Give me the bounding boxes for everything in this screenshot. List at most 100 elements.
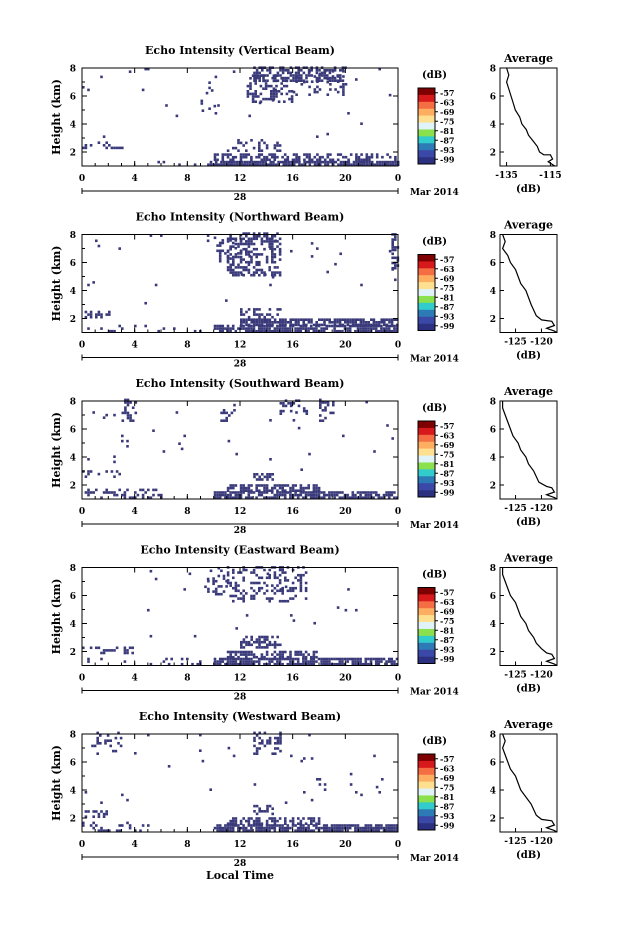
echo-cell (251, 74, 255, 77)
echo-cell (311, 160, 314, 164)
echo-cell (268, 568, 271, 572)
echo-cell (357, 323, 360, 327)
echo-cell (302, 321, 305, 324)
echo-cell (299, 653, 303, 656)
colorbar-segment (418, 767, 435, 776)
echo-cell (212, 579, 215, 583)
echo-cell (175, 411, 179, 414)
echo-cell (242, 829, 245, 832)
echo-cell (263, 592, 266, 595)
echo-cell (193, 163, 197, 166)
colorbar-tick-label: -75 (440, 449, 454, 459)
echo-cell (209, 160, 213, 164)
echo-cell (124, 398, 127, 402)
echo-cell (357, 160, 361, 164)
echo-cell (343, 824, 347, 827)
echo-cell (300, 76, 303, 80)
echo-cell (250, 237, 253, 241)
echo-cell (258, 146, 261, 150)
echo-cell (268, 153, 271, 156)
echo-cell (276, 739, 280, 742)
echo-cell (315, 323, 318, 327)
echo-cell (141, 493, 145, 497)
echo-cell (240, 310, 243, 314)
echo-cell (387, 327, 391, 330)
echo-cell (391, 268, 394, 271)
echo-cell (289, 486, 292, 490)
echo-cell (308, 160, 312, 164)
echo-cell (229, 650, 232, 654)
echo-cell (126, 416, 130, 420)
echo-cell (255, 71, 259, 75)
echo-cell (294, 491, 297, 494)
colorbar-tick-label: -81 (440, 292, 454, 302)
echo-cell (312, 329, 316, 333)
echo-cell (317, 826, 321, 830)
echo-cell (258, 736, 261, 740)
colorbar-unit: (dB) (422, 237, 447, 248)
echo-cell (367, 826, 370, 830)
echo-cell (309, 496, 313, 499)
echo-cell (264, 273, 267, 276)
echo-cell (268, 742, 272, 745)
echo-cell (322, 327, 326, 330)
echo-cell (283, 329, 287, 333)
colorbar-tick-label: -81 (440, 792, 454, 802)
echo-cell (247, 242, 251, 246)
echo-cell (253, 310, 256, 314)
colorbar-segment (418, 774, 435, 782)
echo-cell (222, 419, 226, 422)
average-y-tick-label: 2 (490, 648, 496, 658)
echo-cell (281, 826, 284, 830)
echo-cell (271, 812, 274, 816)
echo-cell (229, 822, 232, 825)
echo-cell (276, 79, 280, 82)
echo-cell (237, 273, 240, 277)
echo-cell (369, 829, 373, 832)
echo-cell (328, 493, 331, 497)
echo-cell (323, 69, 326, 72)
echo-cell (281, 657, 284, 661)
echo-cell (307, 71, 311, 75)
echo-cell (131, 419, 135, 422)
echo-cell (312, 323, 316, 327)
echo-cell (351, 323, 355, 327)
echo-cell (218, 826, 222, 830)
echo-cell (310, 822, 313, 825)
echo-cell (265, 486, 269, 490)
echo-cell (271, 635, 274, 639)
echo-cell (239, 660, 243, 663)
echo-cell (232, 754, 236, 758)
echo-cell (367, 493, 370, 497)
echo-cell (377, 660, 381, 663)
echo-cell (237, 149, 240, 152)
echo-cell (265, 662, 269, 666)
echo-cell (263, 646, 266, 649)
echo-cell (244, 657, 248, 661)
echo-cell (234, 239, 238, 242)
echo-cell (266, 475, 269, 479)
echo-cell (316, 247, 319, 250)
echo-cell (274, 747, 277, 750)
echo-cell (278, 486, 282, 490)
echo-cell (302, 496, 305, 499)
echo-cell (96, 739, 99, 742)
echo-cell (282, 409, 285, 413)
echo-cell (355, 163, 358, 166)
average-y-tick-label: 6 (490, 93, 496, 103)
echo-cell (247, 824, 251, 827)
echo-cell (260, 576, 264, 580)
echo-cell (253, 475, 256, 479)
echo-cell (246, 90, 250, 93)
echo-cell (333, 76, 337, 80)
echo-cell (294, 76, 298, 80)
echo-cell (102, 651, 106, 655)
echo-cell (302, 826, 305, 830)
echo-cell (299, 586, 303, 590)
echo-cell (129, 416, 132, 420)
echo-cell (380, 657, 383, 661)
echo-cell (218, 496, 222, 499)
echo-cell (382, 826, 386, 830)
echo-cell (390, 329, 394, 333)
echo-cell (245, 266, 248, 269)
